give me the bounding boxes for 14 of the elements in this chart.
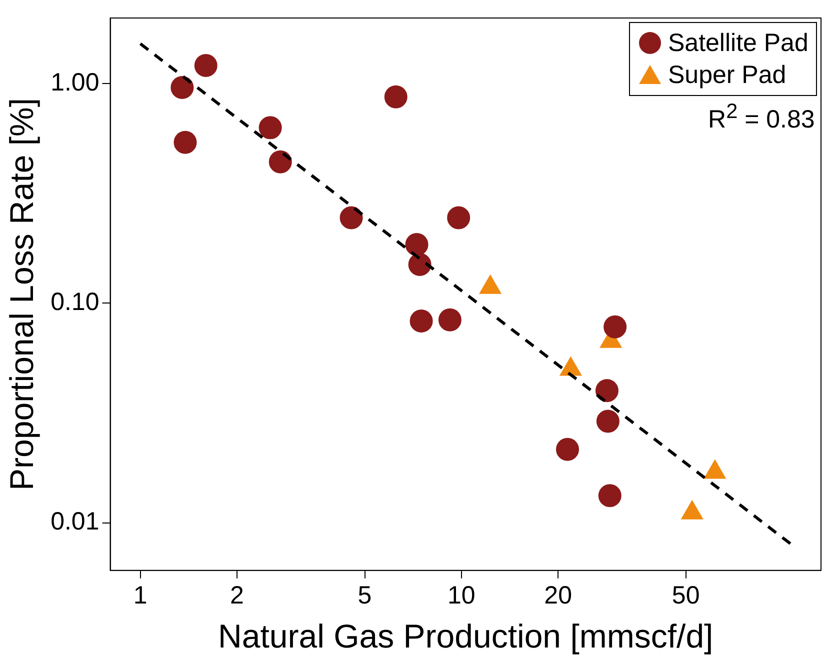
annotation: R$^{2}$ = 0.83 xyxy=(708,100,815,134)
y-tick-label: 1.00 xyxy=(50,68,100,97)
x-tick-label: 5 xyxy=(358,581,372,610)
x-tick-label: 1 xyxy=(133,581,148,610)
y-axis-title: Proportional Loss Rate [%] xyxy=(2,98,40,490)
legend-label: Super Pad xyxy=(668,60,786,90)
x-tick-label: 20 xyxy=(544,581,572,610)
x-tick-label: 10 xyxy=(448,581,476,610)
x-tick-label: 50 xyxy=(672,581,700,610)
legend-label: Satellite Pad xyxy=(668,28,808,58)
y-tick-label: 0.10 xyxy=(50,288,100,316)
x-axis-title: Natural Gas Production [mmscf/d] xyxy=(218,617,714,654)
y-tick-label: 0.01 xyxy=(50,508,100,536)
x-tick-label: 2 xyxy=(230,581,244,610)
